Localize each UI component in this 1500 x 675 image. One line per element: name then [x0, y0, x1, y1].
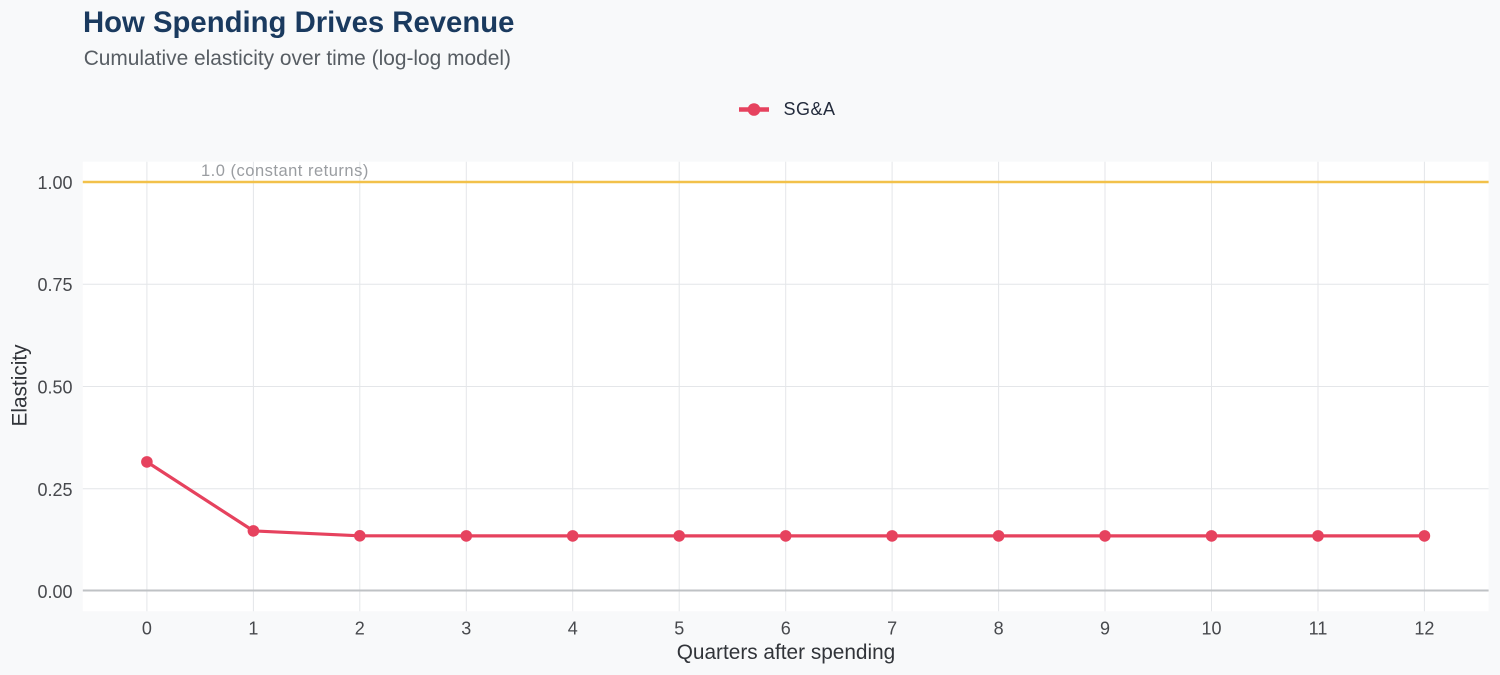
- svg-text:Quarters after spending: Quarters after spending: [677, 641, 896, 664]
- svg-text:1.00: 1.00: [37, 173, 72, 193]
- svg-text:Elasticity: Elasticity: [9, 344, 32, 427]
- svg-text:9: 9: [1100, 619, 1110, 639]
- svg-text:11: 11: [1309, 619, 1328, 639]
- svg-text:4: 4: [568, 619, 578, 639]
- svg-text:2: 2: [355, 619, 365, 639]
- svg-text:0.50: 0.50: [37, 378, 72, 398]
- svg-text:How Spending Drives Revenue: How Spending Drives Revenue: [83, 6, 514, 39]
- svg-text:0.25: 0.25: [37, 480, 72, 500]
- svg-text:1.0 (constant returns): 1.0 (constant returns): [201, 162, 369, 180]
- svg-text:5: 5: [674, 619, 684, 639]
- svg-text:0: 0: [142, 619, 152, 639]
- svg-text:0.00: 0.00: [37, 582, 72, 602]
- svg-text:6: 6: [781, 619, 791, 639]
- svg-text:1: 1: [248, 619, 258, 639]
- svg-text:SG&A: SG&A: [784, 99, 836, 119]
- svg-text:0.75: 0.75: [37, 275, 72, 295]
- svg-text:3: 3: [461, 619, 471, 639]
- svg-text:12: 12: [1414, 619, 1434, 639]
- svg-text:10: 10: [1201, 619, 1221, 639]
- svg-text:7: 7: [887, 619, 897, 639]
- svg-text:8: 8: [994, 619, 1004, 639]
- svg-text:Cumulative elasticity over tim: Cumulative elasticity over time (log-log…: [84, 47, 511, 70]
